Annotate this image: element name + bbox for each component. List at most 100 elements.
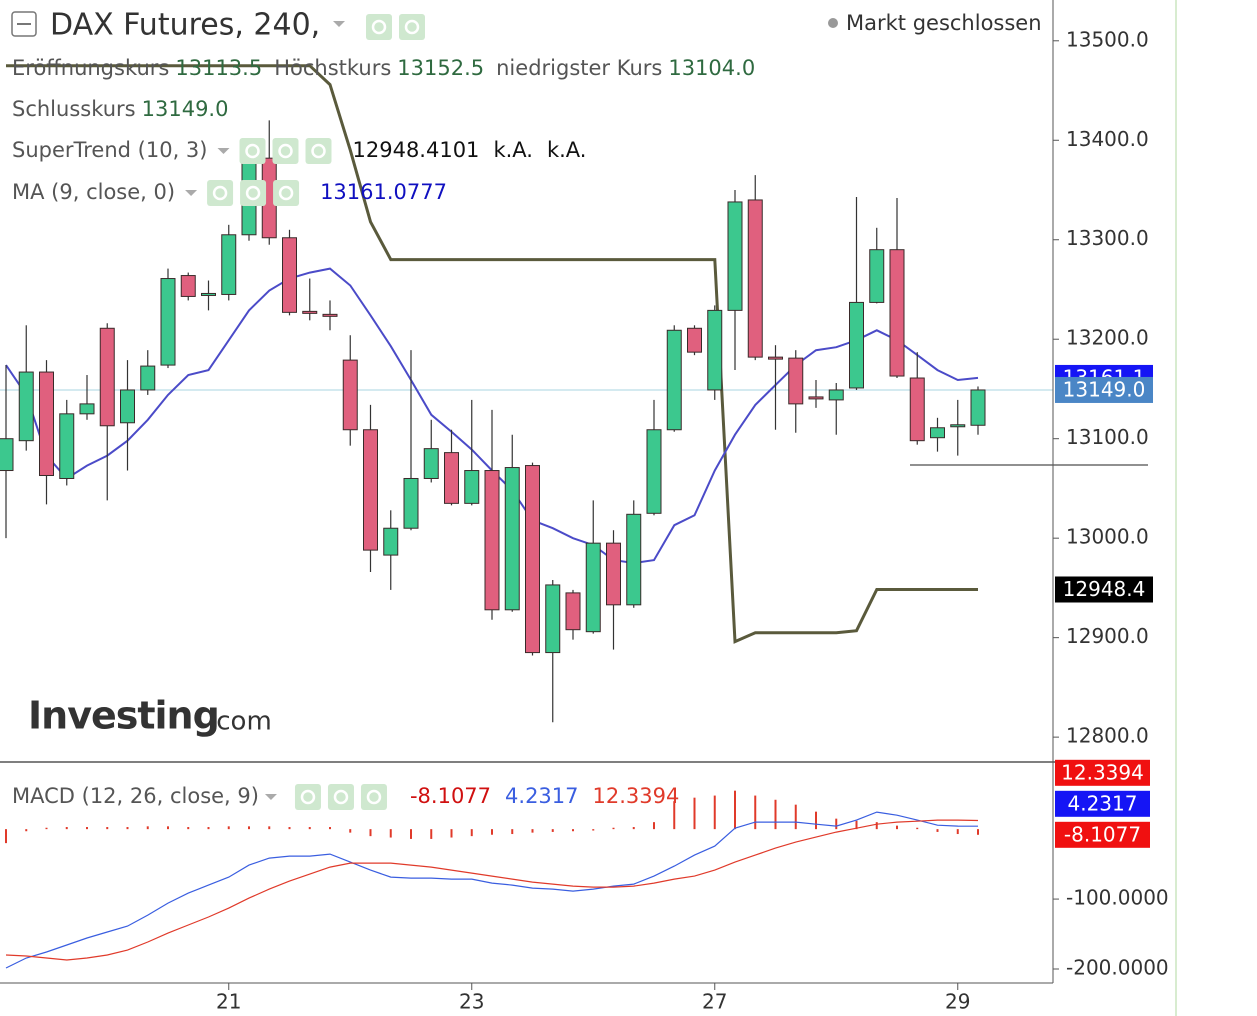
candle-body xyxy=(282,237,297,313)
indicator-icon-glyph xyxy=(300,789,316,805)
candle-body xyxy=(342,359,358,431)
candle-body xyxy=(403,477,419,529)
candle-body xyxy=(768,356,783,360)
candle-body xyxy=(808,396,824,400)
indicator-name: MACD (12, 26, close, 9) xyxy=(12,784,259,808)
candle-body xyxy=(0,438,14,472)
indicator-value: 12.3394 xyxy=(593,784,680,808)
indicator-icon[interactable] xyxy=(239,138,266,164)
y-tick-label: 13400.0 xyxy=(1066,127,1149,151)
candle-body xyxy=(140,365,156,391)
y-tick-label: -200.0000 xyxy=(1066,956,1169,980)
indicator-icon[interactable] xyxy=(273,180,300,206)
dropdown-caret[interactable] xyxy=(333,21,345,27)
candle-body xyxy=(747,199,763,358)
watermark: Investing xyxy=(28,694,219,738)
indicator-icon[interactable] xyxy=(327,784,354,810)
y-tick-label: 13000.0 xyxy=(1066,525,1149,549)
candle-body xyxy=(606,542,621,606)
indicator-icon[interactable] xyxy=(305,138,332,164)
candle-body xyxy=(322,313,338,317)
indicator-line xyxy=(6,64,978,644)
indicator-icon[interactable] xyxy=(294,784,321,810)
ohlc-value: 13104.0 xyxy=(668,56,755,80)
candle-body xyxy=(302,310,318,314)
indicator-icon[interactable] xyxy=(240,180,267,206)
macd-line xyxy=(5,811,979,969)
indicator-icon-glyph xyxy=(404,19,420,35)
macd-line xyxy=(5,819,979,961)
indicator-name: MA (9, close, 0) xyxy=(12,180,175,204)
candle-body xyxy=(889,249,905,377)
y-tick-label: 13500.0 xyxy=(1066,27,1149,51)
price-badge-label: 13149.0 xyxy=(1063,377,1146,401)
dropdown-caret[interactable] xyxy=(185,190,198,196)
candle-body xyxy=(525,465,540,654)
price-badge xyxy=(1055,759,1150,786)
ohlc-name: niedrigster Kurs xyxy=(496,56,662,80)
candle-body xyxy=(849,301,864,389)
watermark-suffix: .com xyxy=(208,707,272,737)
candle-body xyxy=(687,327,702,353)
indicator-value: 4.2317 xyxy=(505,784,578,808)
candle-body xyxy=(727,201,743,311)
candle-body xyxy=(788,357,804,405)
x-tick-label: 27 xyxy=(702,990,727,1014)
indicator-icon-glyph xyxy=(333,789,349,805)
y-tick-label: 12800.0 xyxy=(1066,724,1149,748)
candle-body xyxy=(545,584,561,654)
dropdown-caret[interactable] xyxy=(264,794,277,800)
indicator-icon-glyph xyxy=(278,185,294,201)
candle-body xyxy=(484,470,500,611)
candle-body xyxy=(646,429,662,514)
status-dot xyxy=(828,18,838,28)
indicator-icon[interactable] xyxy=(272,138,299,164)
candle-body xyxy=(930,427,945,439)
candle-body xyxy=(59,413,75,479)
y-tick-label: 13200.0 xyxy=(1066,326,1149,350)
candle-body xyxy=(565,592,581,631)
indicator-icon-glyph xyxy=(278,143,293,159)
x-tick-label: 29 xyxy=(945,990,970,1014)
price-badge xyxy=(1055,790,1150,817)
indicator-icon[interactable] xyxy=(207,180,234,206)
candle-body xyxy=(970,389,986,426)
ohlc-name: Schlusskurs xyxy=(12,97,136,121)
candle-body xyxy=(18,371,34,442)
candle-body xyxy=(39,371,54,477)
x-tick-label: 23 xyxy=(459,990,484,1014)
indicator-icon-glyph xyxy=(366,789,382,805)
price-badge-label: 4.2317 xyxy=(1068,791,1138,815)
price-badge-label: 12.3394 xyxy=(1061,760,1144,784)
indicator-icon-glyph xyxy=(311,143,326,159)
x-tick-label: 21 xyxy=(216,990,241,1014)
candle-body xyxy=(383,527,399,556)
y-tick-label: -100.0000 xyxy=(1066,886,1169,910)
candle-body xyxy=(444,452,459,504)
indicator-value: -8.1077 xyxy=(410,784,491,808)
candle-body xyxy=(221,234,237,295)
candle-body xyxy=(180,275,196,297)
indicator-value: 12948.4101 xyxy=(353,138,480,162)
price-badge xyxy=(1055,821,1150,848)
indicator-icon[interactable] xyxy=(360,784,387,810)
price-badge-label: 12948.4 xyxy=(1063,577,1146,601)
indicator-value: 13161.0777 xyxy=(320,180,447,204)
indicator-extra: k.A. xyxy=(547,138,587,162)
ohlc-value: 13149.0 xyxy=(142,97,229,121)
ohlc-name: Eröffnungskurs xyxy=(12,56,169,80)
indicator-icon[interactable] xyxy=(399,14,425,40)
y-tick-label: 12900.0 xyxy=(1066,624,1149,648)
candle-body xyxy=(201,292,216,296)
candle-body xyxy=(585,542,601,633)
y-tick-label: 13100.0 xyxy=(1066,425,1149,449)
indicator-icon[interactable] xyxy=(366,14,392,40)
candle-body xyxy=(707,309,723,391)
market-status: Markt geschlossen xyxy=(846,11,1042,35)
chart-title: DAX Futures, 240, xyxy=(50,8,320,43)
price-badge xyxy=(1055,576,1153,603)
dropdown-caret[interactable] xyxy=(217,148,230,154)
candle-body xyxy=(79,403,95,415)
candle-body xyxy=(504,467,520,611)
